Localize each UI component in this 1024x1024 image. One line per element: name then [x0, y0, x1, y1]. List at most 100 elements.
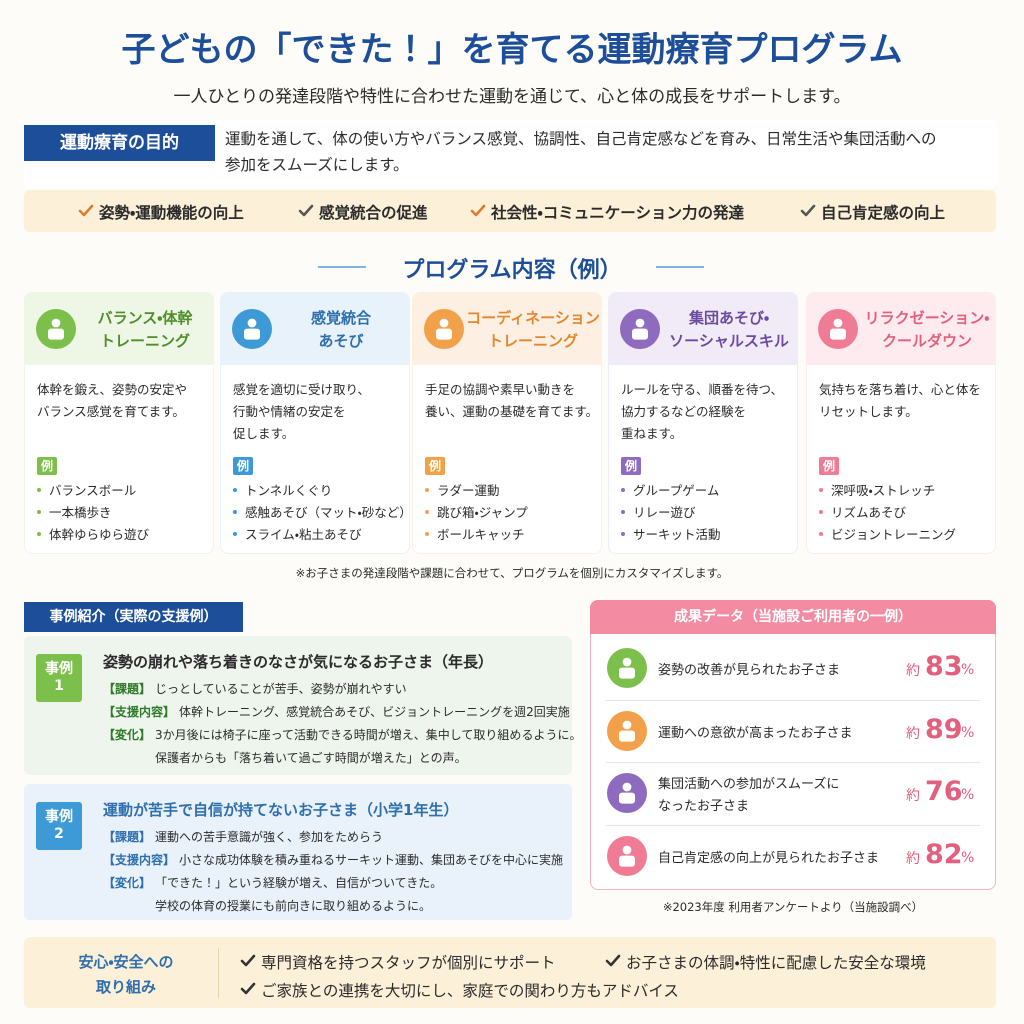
bullet [819, 488, 823, 492]
card-desc: 感覚を適切に受け取り、 [233, 382, 371, 397]
bullet [621, 532, 625, 536]
case-badge-text: 2 [54, 826, 64, 842]
example-text: ビジョントレーニング [831, 527, 957, 542]
purpose-label: 運動療育の目的 [24, 125, 215, 161]
example-text: バランスボール [49, 483, 137, 498]
title: 子どもの「できた！」を育てる運動療育プログラム [121, 30, 903, 70]
card-desc: ルールを守る、順番を待つ、 [621, 382, 784, 397]
case-row-label: 【課題】 [103, 682, 152, 696]
results-note: ※2023年度 利用者アンケートより（当施設調べ） [662, 900, 924, 914]
case-row-text: 「できた！」という経験が増え、自信がついてきた。 [155, 876, 443, 890]
programs-note: ※お子さまの発達段階や課題に合わせて、プログラムを個別にカスタマイズします。 [295, 566, 729, 580]
purpose-text: 運動を通して、体の使い方やバランス感覚、協調性、自己肯定感などを育み、日常生活や… [225, 130, 937, 148]
case-row-text: じっとしていることが苦手、姿勢が崩れやすい [155, 682, 407, 696]
case-row-text: 3か月後には椅子に座って活動できる時間が増え、集中して取り組めるように。 [155, 728, 582, 742]
check-icon [298, 204, 314, 217]
example-item: リレー遊び [617, 502, 696, 521]
result-unit: % [961, 724, 975, 741]
results-divider [606, 762, 980, 763]
icon [424, 309, 464, 349]
example-text: リレー遊び [633, 505, 696, 520]
example-text: グループゲーム [633, 483, 720, 498]
safety-item: ご家族との連携を大切にし、家庭での関わり方もアドバイス [261, 982, 679, 1000]
example-item: ラダー運動 [421, 480, 500, 499]
card-title: 集団あそび・ [688, 309, 770, 327]
bullet [425, 510, 429, 514]
case-badge-text: 事例 [45, 809, 73, 825]
result-label: なったお子さま [658, 799, 750, 814]
example-item: トンネルくぐり [229, 480, 332, 499]
case-badge-text: 1 [54, 678, 64, 694]
icon [607, 773, 647, 813]
case-box [24, 784, 572, 920]
safety-item: お子さまの体調・特性に配慮した安全な環境 [626, 954, 926, 972]
bullet [621, 510, 625, 514]
card-title: リラクゼーション・ [864, 309, 990, 327]
example-item: 一本橋歩き [33, 502, 112, 521]
goals-bar [24, 190, 996, 232]
case-badge-text: 事例 [45, 661, 73, 677]
check-icon [470, 204, 486, 217]
bullet [819, 532, 823, 536]
result-approx: 約 [906, 663, 920, 679]
results-divider [606, 699, 980, 701]
check-icon [78, 204, 94, 217]
section-line [656, 266, 704, 268]
results-divider [606, 824, 980, 826]
example-text: 体幹ゆらゆら遊び [49, 527, 150, 542]
bullet [233, 510, 237, 514]
icon [607, 648, 647, 688]
case-row-text: 小さな成功体験を積み重ねるサーキット運動、集団あそびを中心に実施 [179, 853, 564, 867]
safety-label: 安心・安全への [78, 953, 174, 971]
safety-item: 専門資格を持つスタッフが個別にサポート [261, 954, 556, 972]
icon [36, 309, 76, 349]
bullet [621, 488, 625, 492]
card-desc: 促します。 [233, 426, 295, 441]
result-approx: 約 [906, 788, 920, 804]
icon [607, 710, 647, 751]
bullet [233, 488, 237, 492]
program-card: リラクゼーション・ クールダウン 気持ちを落ち着け、心と体を リセットします。例深呼吸… [806, 292, 996, 554]
icon [607, 835, 647, 876]
example-item: ボールキャッチ [421, 524, 525, 543]
case-badge [36, 802, 82, 850]
case-heading: 運動が苦手で自信が持てないお子さま（小学1年生） [103, 801, 459, 819]
example-item: 感触あそび（マット・砂など） [229, 502, 409, 521]
section-line [318, 266, 366, 268]
program-card: バランス・体幹 トレーニング 体幹を鍛え、姿勢の安定や バランス感覚を育てます。例バラ… [24, 292, 214, 554]
result-label: 自己肯定感の向上が見られたお子さま [658, 850, 880, 866]
example-item: ビジョントレーニング [815, 524, 956, 543]
card-title: バランス・体幹 [97, 309, 193, 327]
case-heading: 姿勢の崩れや落ち着きのなさが気になるお子さま（年長） [103, 653, 494, 671]
subtitle: 一人ひとりの発達段階や特性に合わせた運動を通じて、心と体の成長をサポートします。 [173, 87, 851, 107]
purpose-text: 参加をスムーズにします。 [225, 156, 409, 174]
card-title: ソーシャルスキル [669, 332, 789, 350]
case-row-text: 学校の体育の授業にも前向きに取り組めるように。 [155, 899, 432, 913]
example-badge: 例 [37, 457, 57, 475]
results-title: 成果データ（当施設ご利用者の一例） [590, 600, 996, 634]
card-title: コーディネーション [466, 309, 600, 327]
check-icon [605, 954, 621, 967]
result-value: 89 [925, 713, 963, 745]
card-desc: 協力するなどの経験を [621, 404, 747, 419]
result-unit: % [961, 787, 975, 803]
bullet [425, 488, 429, 492]
result-value: 83 [925, 651, 963, 682]
card-desc: バランス感覚を育てます。 [37, 404, 185, 419]
example-item: サーキット活動 [617, 524, 721, 543]
check-icon [800, 204, 816, 217]
result-label: 運動への意欲が高まったお子さま [658, 725, 853, 741]
case-row-text: 保護者からも「落ち着いて過ごす時間が増えた」との声。 [155, 751, 467, 765]
case-row-text: 運動への苦手意識が強く、参加をためらう [155, 830, 384, 844]
example-item: スライム・粘土あそび [229, 524, 362, 543]
example-badge: 例 [233, 457, 253, 475]
case-row-label: 【課題】 [103, 830, 152, 844]
cases-title: 事例紹介（実際の支援例） [24, 602, 243, 632]
card-title: 感覚統合 [310, 309, 371, 327]
card-desc: 重ねます。 [621, 426, 683, 441]
card-title: クールダウン [881, 332, 972, 350]
case-box [24, 636, 572, 775]
example-item: グループゲーム [617, 480, 719, 499]
results-box [590, 600, 996, 890]
goal: 姿勢・運動機能の向上 [99, 204, 244, 222]
